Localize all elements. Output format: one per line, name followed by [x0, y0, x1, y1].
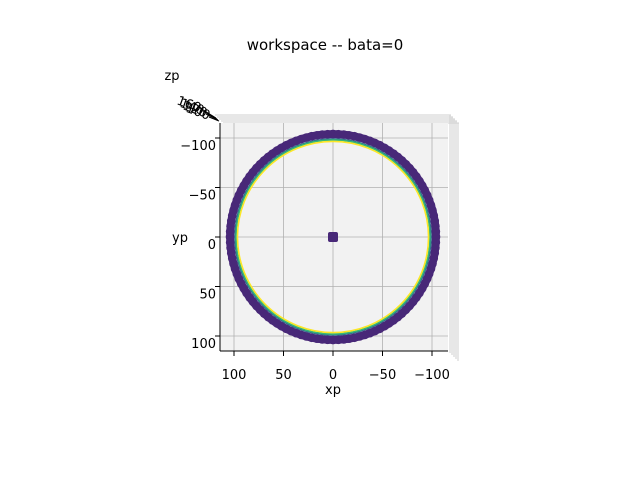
center-point — [328, 232, 338, 242]
z-tick-mark — [202, 110, 218, 120]
data-layer — [225, 129, 441, 345]
y-axis-label: yp — [172, 231, 188, 246]
z-axis-label: zp — [164, 69, 179, 84]
x-ticks: 100 50 0 −50 −100 — [222, 351, 450, 383]
scatter-ring-3 — [236, 140, 430, 334]
y-tick-label: 0 — [208, 238, 216, 253]
x-tick-label: 50 — [275, 368, 292, 383]
chart-title: workspace -- bata=0 — [247, 36, 404, 54]
x-tick-label: −100 — [414, 368, 450, 383]
z-tick-mark — [208, 116, 220, 122]
y-ticks: −100 −50 0 50 100 — [180, 137, 220, 352]
y-tick-label: −50 — [189, 189, 216, 204]
y-tick-label: −100 — [180, 139, 216, 154]
x-tick-label: −50 — [369, 368, 396, 383]
x-tick-label: 0 — [329, 368, 337, 383]
scatter-ring-2 — [235, 139, 431, 335]
x-tick-label: 100 — [222, 368, 247, 383]
scatter-ring-1 — [234, 138, 432, 336]
z-tick-label: 100 — [184, 101, 212, 124]
y-tick-label: 100 — [191, 337, 216, 352]
y-tick-label: 50 — [199, 288, 216, 303]
x-axis-label: xp — [325, 383, 341, 398]
z-tick-mark — [205, 113, 219, 121]
scatter-point — [431, 227, 441, 236]
